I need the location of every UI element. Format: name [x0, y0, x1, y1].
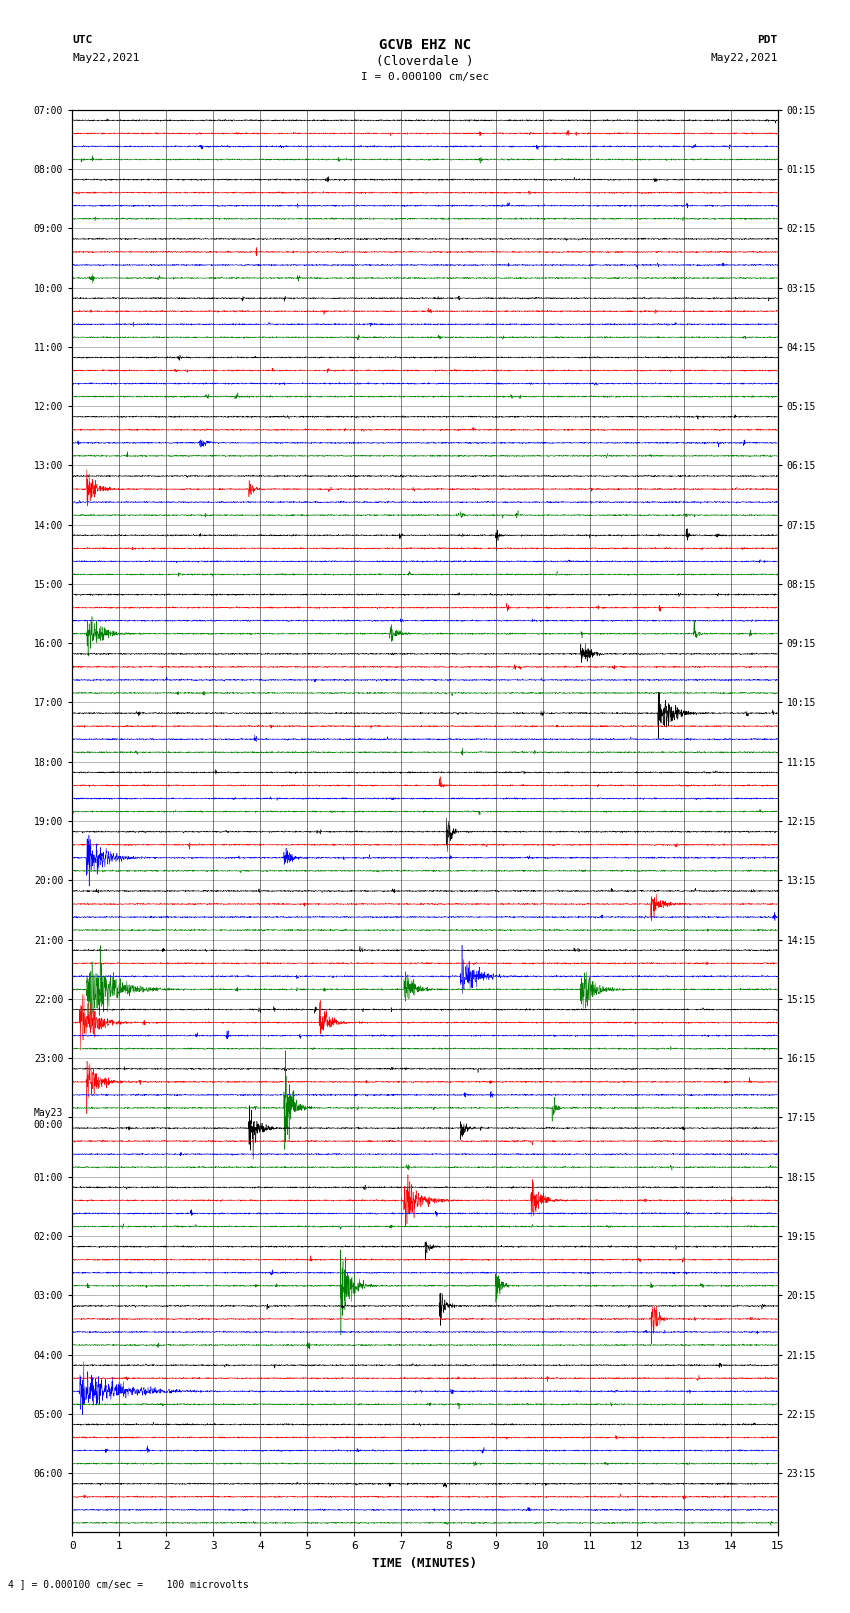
- Text: 4 ] = 0.000100 cm/sec =    100 microvolts: 4 ] = 0.000100 cm/sec = 100 microvolts: [8, 1579, 249, 1589]
- Text: (Cloverdale ): (Cloverdale ): [377, 55, 473, 68]
- Text: May22,2021: May22,2021: [72, 53, 139, 63]
- Text: I = 0.000100 cm/sec: I = 0.000100 cm/sec: [361, 73, 489, 82]
- Text: GCVB EHZ NC: GCVB EHZ NC: [379, 39, 471, 52]
- Text: May22,2021: May22,2021: [711, 53, 778, 63]
- Text: UTC: UTC: [72, 35, 93, 45]
- Text: PDT: PDT: [757, 35, 778, 45]
- X-axis label: TIME (MINUTES): TIME (MINUTES): [372, 1557, 478, 1569]
